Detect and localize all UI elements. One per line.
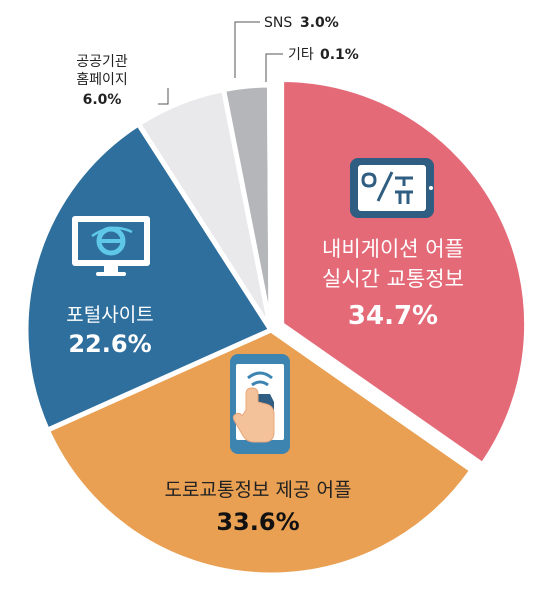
leader-lines [158, 21, 283, 105]
browser-monitor-icon [72, 216, 150, 276]
slice-other [266, 82, 274, 333]
label-public-line2: 홈페이지 [76, 72, 128, 88]
value-other: 0.1% [320, 47, 359, 63]
label-navigation-line2: 실시간 교통정보 [322, 267, 464, 291]
label-public-line1: 공공기관 [76, 54, 128, 70]
label-portal: 포털사이트 [66, 304, 153, 326]
slice-portal-site [23, 121, 274, 433]
value-navigation: 34.7% [348, 301, 438, 331]
phone-car-touch-icon [230, 354, 290, 454]
navigation-tablet-icon [350, 158, 434, 218]
slice-navigation-app [279, 76, 530, 468]
value-portal: 22.6% [68, 330, 151, 358]
label-navigation: 내비게이션 어플 [322, 237, 464, 261]
label-road-info: 도로교통정보 제공 어플 [165, 479, 352, 501]
value-sns: 3.0% [300, 15, 339, 31]
label-other: 기타 [288, 47, 314, 63]
value-road-info: 33.6% [216, 508, 299, 536]
value-public: 6.0% [83, 92, 122, 108]
label-sns: SNS [264, 15, 292, 31]
